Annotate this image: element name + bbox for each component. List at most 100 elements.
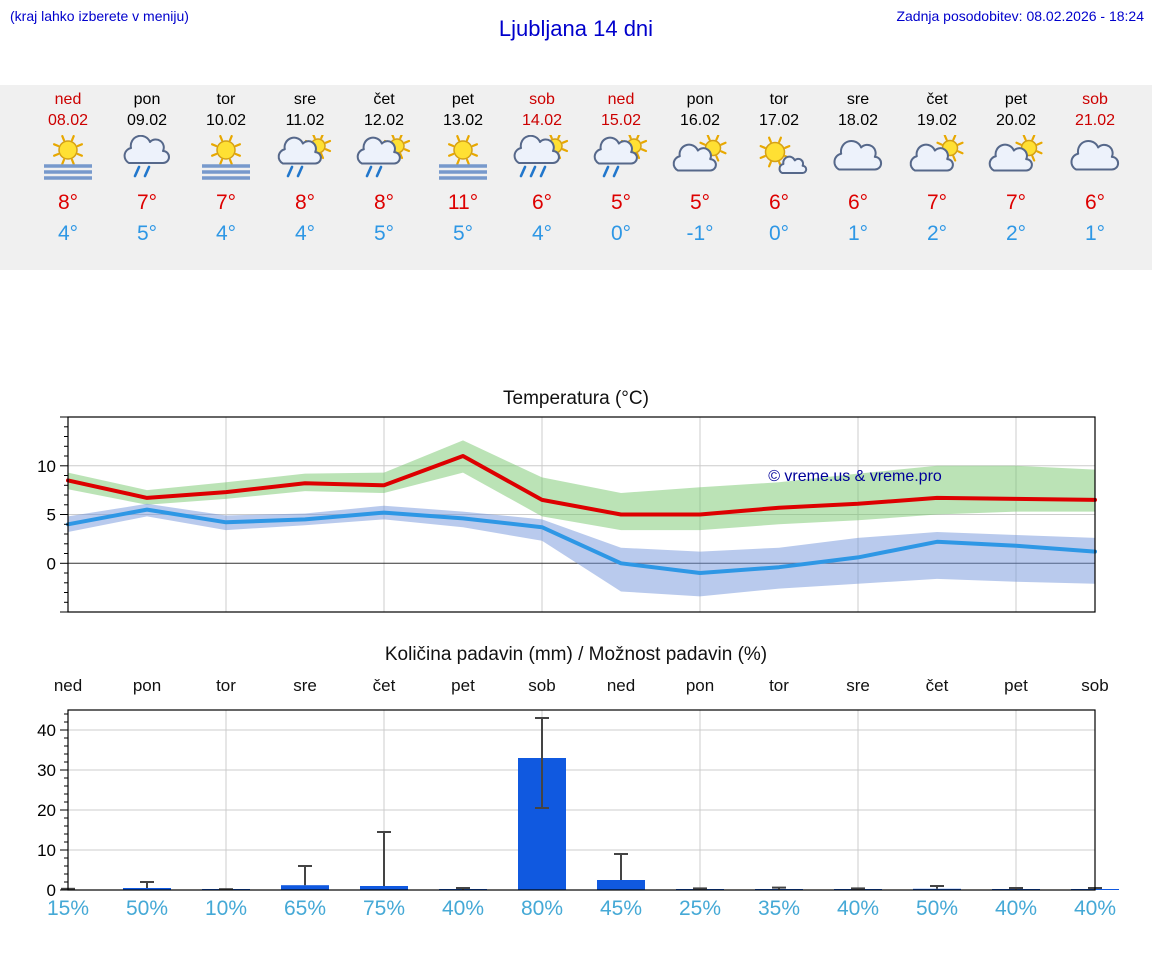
day-icon-wrap (904, 134, 970, 183)
y-axis-label: 10 (37, 841, 56, 860)
precip-probability: 40% (994, 897, 1038, 920)
day-name: ned (607, 91, 635, 108)
day-name: pet (451, 91, 475, 108)
precip-probability: 50% (915, 897, 959, 920)
day-name: tor (769, 91, 789, 108)
day-icon-wrap (588, 132, 654, 183)
high-temp: 7° (136, 191, 158, 214)
chart-border (67, 416, 1096, 613)
page-title: Ljubljana 14 dni (498, 16, 654, 41)
sun-cloud-icon (909, 134, 964, 172)
day-name: čet (373, 91, 395, 108)
day-date: 17.02 (758, 112, 800, 129)
sun-fog-icon (439, 135, 487, 180)
sun-fog-icon (202, 135, 250, 180)
forecast-day: sob 14.02 6° 4° (503, 85, 582, 270)
temperature-chart: 0 5 10 © vreme.us & vreme.pro (37, 416, 1097, 613)
low-temp: 5° (136, 222, 158, 245)
forecast-strip: ned 08.02 8° 4° pon 09.02 7° 5° tor 10.0… (0, 85, 1152, 270)
day-icon-wrap (272, 132, 338, 183)
high-temp: 5° (689, 191, 711, 214)
precip-day-label: sre (846, 676, 870, 695)
precip-probability: 75% (362, 897, 406, 920)
low-temp: 1° (1084, 222, 1106, 245)
y-axis-label: 20 (37, 801, 56, 820)
precip-day-label: čet (372, 676, 396, 695)
low-temp: 4° (294, 222, 316, 245)
high-temp: 5° (610, 191, 632, 214)
precip-day-label: pon (685, 676, 715, 695)
precip-probability: 50% (125, 897, 169, 920)
low-temp: 2° (926, 222, 948, 245)
sun-cloud-rain-icon (356, 132, 411, 178)
forecast-day: sob 21.02 6° 1° (1056, 85, 1135, 270)
precip-chart-title: Količina padavin (mm) / Možnost padavin … (384, 644, 768, 665)
low-temp: 5° (373, 222, 395, 245)
precip-day-labels: ned pon tor sre čet pet sob ned pon tor sre čet pet s… (0, 676, 1152, 698)
precip-probability: 80% (520, 897, 564, 920)
low-temp: 2° (1005, 222, 1027, 245)
y-axis-label: 30 (37, 761, 56, 780)
precip-day-label: sob (528, 676, 556, 695)
menu-hint: (kraj lahko izberete v meniju) (10, 8, 189, 24)
sun-small-cloud-icon (759, 136, 808, 174)
precip-bar (360, 886, 408, 890)
precip-probability: 65% (283, 897, 327, 920)
day-date: 14.02 (521, 112, 563, 129)
precip-probability: 40% (836, 897, 880, 920)
day-icon-wrap (351, 132, 417, 183)
low-temp: 4° (531, 222, 553, 245)
high-temp: 7° (215, 191, 237, 214)
high-temp: 6° (1084, 191, 1106, 214)
forecast-day: čet 12.02 8° 5° (345, 85, 424, 270)
low-temp: 1° (847, 222, 869, 245)
day-name: sre (846, 91, 870, 108)
forecast-day: ned 08.02 8° 4° (29, 85, 108, 270)
cloud-icon (1070, 139, 1120, 171)
day-name: pet (1004, 91, 1028, 108)
cloud-icon (833, 139, 883, 171)
day-icon-wrap (746, 135, 812, 183)
day-date: 18.02 (837, 112, 879, 129)
high-temp: 6° (847, 191, 869, 214)
y-axis-label: 0 (47, 881, 56, 900)
precip-probabilities: 15% 50% 10% 65% 75% 40% 80% 45% 25% 35% 40% 50% 40% 4… (0, 897, 1152, 927)
precip-day-label: pon (132, 676, 162, 695)
day-date: 19.02 (916, 112, 958, 129)
y-axis-label: 40 (37, 721, 56, 740)
watermark-link[interactable]: © vreme.us & vreme.pro (768, 468, 942, 485)
day-icon-wrap (667, 134, 733, 183)
high-temp: 8° (57, 191, 79, 214)
precip-probability: 40% (1073, 897, 1117, 920)
forecast-day: čet 19.02 7° 2° (898, 85, 977, 270)
forecast-day: sre 11.02 8° 4° (266, 85, 345, 270)
day-name: ned (54, 91, 82, 108)
high-temp: 8° (294, 191, 316, 214)
day-icon-wrap (509, 132, 575, 183)
day-date: 16.02 (679, 112, 721, 129)
precip-probability: 25% (678, 897, 722, 920)
y-axis-label: 10 (37, 457, 56, 476)
precip-day-label: pet (451, 676, 475, 695)
low-temp: 4° (57, 222, 79, 245)
forecast-day: sre 18.02 6° 1° (819, 85, 898, 270)
day-date: 21.02 (1074, 112, 1116, 129)
temperature-chart-title: Temperatura (°C) (503, 388, 649, 409)
precip-bar (123, 888, 171, 890)
day-icon-wrap (35, 135, 101, 183)
temp-line (66, 454, 1097, 517)
precip-day-label: ned (53, 676, 83, 695)
day-date: 15.02 (600, 112, 642, 129)
high-temp: 6° (768, 191, 790, 214)
forecast-day: tor 17.02 6° 0° (740, 85, 819, 270)
low-temp: 5° (452, 222, 474, 245)
day-name: sob (529, 91, 555, 108)
high-temp: 6° (531, 191, 553, 214)
forecast-day: pet 13.02 11° 5° (424, 85, 503, 270)
day-date: 13.02 (442, 112, 484, 129)
precip-chart: 0 10 20 30 40 (37, 709, 1119, 900)
precip-bar (597, 880, 645, 890)
forecast-day: pon 16.02 5° -1° (661, 85, 740, 270)
day-name: sre (293, 91, 317, 108)
